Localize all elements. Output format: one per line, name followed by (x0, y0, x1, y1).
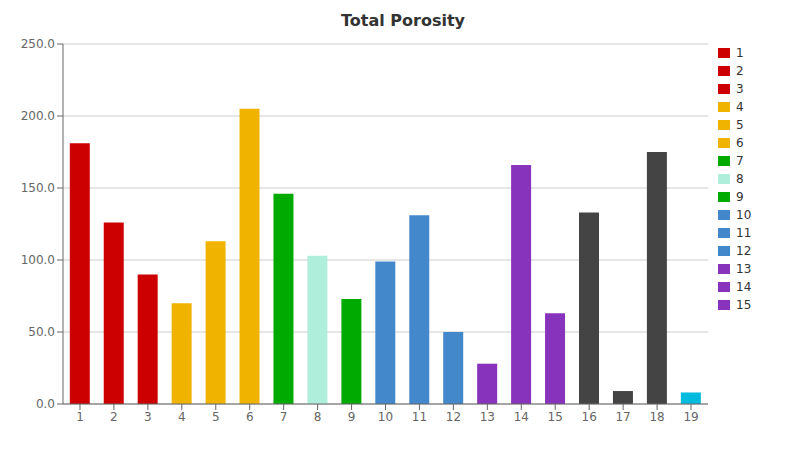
html-text:12: 12 (736, 244, 752, 258)
html-text:1: 1 (736, 46, 744, 60)
svg-text:150.0: 150.0 (21, 181, 55, 195)
html-text:9: 9 (736, 190, 744, 204)
html-text:15: 15 (736, 298, 752, 312)
svg-text:18: 18 (649, 410, 664, 424)
svg-text:12: 12 (446, 410, 461, 424)
html-text:Total Porosity: Total Porosity (341, 11, 465, 30)
html-text:2: 2 (736, 64, 744, 78)
html-text:5: 5 (736, 118, 744, 132)
svg-text:7: 7 (280, 410, 288, 424)
html-text:6: 6 (736, 136, 744, 150)
svg-text:8: 8 (314, 410, 322, 424)
svg-text:0.0: 0.0 (36, 397, 55, 411)
svg-text:6: 6 (246, 410, 254, 424)
html-text:7: 7 (736, 154, 744, 168)
svg-text:3: 3 (144, 410, 152, 424)
html-text:13: 13 (736, 262, 752, 276)
svg-text:11: 11 (412, 410, 427, 424)
svg-text:2: 2 (110, 410, 118, 424)
svg-text:250.0: 250.0 (21, 37, 55, 51)
svg-text:19: 19 (683, 410, 698, 424)
svg-text:10: 10 (378, 410, 393, 424)
svg-text:100.0: 100.0 (21, 253, 55, 267)
svg-text:15: 15 (548, 410, 563, 424)
svg-text:14: 14 (514, 410, 529, 424)
html-text:8: 8 (736, 172, 744, 186)
html-text:3: 3 (736, 82, 744, 96)
html-text:14: 14 (736, 280, 752, 294)
html-text:11: 11 (736, 226, 752, 240)
svg-text:5: 5 (212, 410, 220, 424)
svg-text:4: 4 (178, 410, 186, 424)
svg-text:17: 17 (615, 410, 630, 424)
svg-text:16: 16 (582, 410, 597, 424)
svg-text:13: 13 (480, 410, 495, 424)
svg-text:9: 9 (348, 410, 356, 424)
svg-text:1: 1 (76, 410, 84, 424)
svg-text:50.0: 50.0 (28, 325, 55, 339)
svg-text:200.0: 200.0 (21, 109, 55, 123)
html-text:4: 4 (736, 100, 744, 114)
html-text:10: 10 (736, 208, 752, 222)
